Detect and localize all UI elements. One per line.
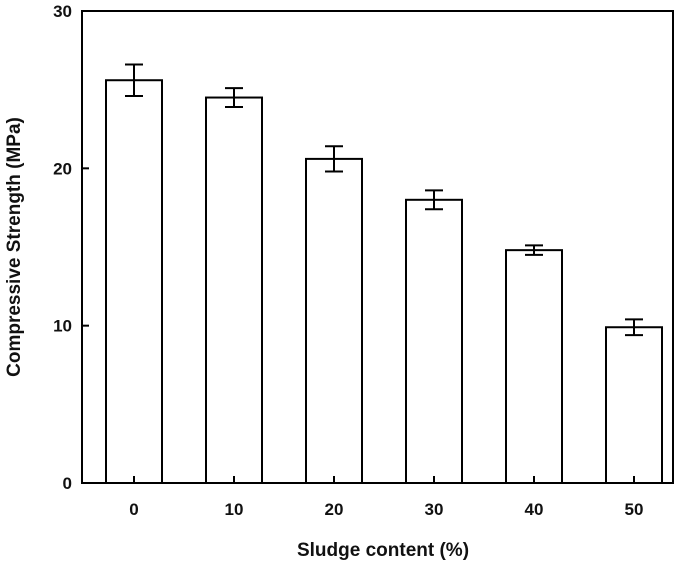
bar [205, 96, 263, 485]
plot-area [81, 10, 674, 485]
x-tick-label: 20 [325, 500, 344, 519]
x-tick-label: 50 [625, 500, 644, 519]
y-axis: 0 10 20 30 [53, 2, 89, 493]
plot-frame [81, 10, 674, 484]
x-tick-label: 40 [525, 500, 544, 519]
x-axis: 0 10 20 30 40 50 [129, 476, 643, 519]
bar [505, 249, 563, 484]
bar [605, 326, 663, 484]
bar [105, 79, 163, 485]
y-axis-title: Compressive Strength (MPa) [4, 117, 25, 377]
y-tick-label: 10 [53, 317, 72, 336]
x-axis-title: Sludge content (%) [297, 540, 469, 561]
y-tick-label: 30 [53, 2, 72, 21]
y-tick-label: 20 [53, 159, 72, 178]
bar [305, 157, 363, 484]
y-tick-label: 0 [63, 474, 72, 493]
x-tick-label: 10 [225, 500, 244, 519]
bar [405, 198, 463, 485]
x-tick-label: 0 [129, 500, 138, 519]
x-tick-label: 30 [425, 500, 444, 519]
